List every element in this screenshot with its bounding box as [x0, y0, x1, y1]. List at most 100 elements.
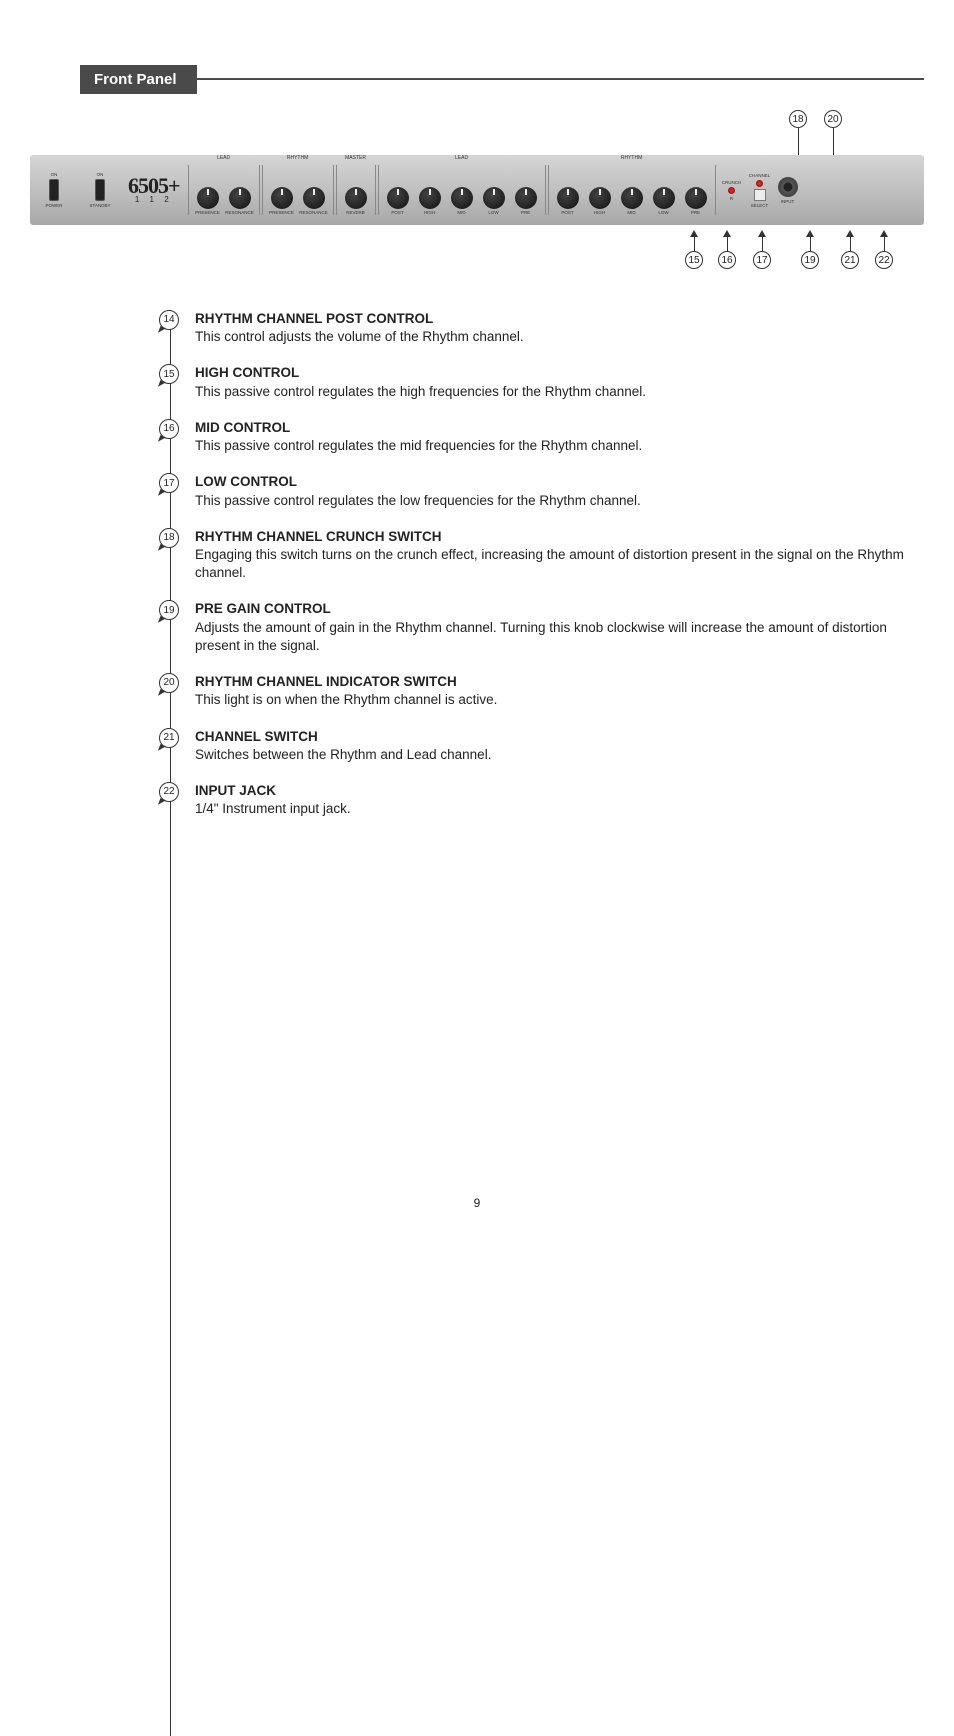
callout-number: 21 — [841, 251, 859, 269]
knob-control[interactable]: RESONANCE — [299, 187, 329, 215]
knob-label: POST — [391, 210, 403, 215]
knob[interactable] — [483, 187, 505, 209]
knob-control[interactable]: MID — [447, 187, 477, 215]
section-header: Front Panel — [80, 65, 924, 93]
knob-label: PRE — [691, 210, 700, 215]
toggle-switch[interactable] — [95, 179, 105, 201]
knob-control[interactable]: REVERB — [341, 187, 371, 215]
item-body: 1/4" Instrument input jack. — [195, 801, 351, 816]
item-body: This passive control regulates the low f… — [195, 493, 641, 508]
power-switch[interactable]: ON POWER — [40, 172, 68, 208]
switch-bottom-label: POWER — [45, 203, 62, 208]
knob-label: PRE — [521, 210, 530, 215]
item-number: 21 — [159, 728, 179, 748]
knob[interactable] — [419, 187, 441, 209]
knob-control[interactable]: PRE — [681, 187, 711, 215]
knob[interactable] — [451, 187, 473, 209]
group-label: RHYTHM — [621, 155, 642, 161]
leader-line — [694, 237, 695, 251]
knob[interactable] — [653, 187, 675, 209]
item-number: 20 — [159, 673, 179, 693]
knob-control[interactable]: RESONANCE — [225, 187, 255, 215]
item-body: This control adjusts the volume of the R… — [195, 329, 524, 344]
toggle-switch[interactable] — [49, 179, 59, 201]
callout-number: 22 — [875, 251, 893, 269]
knob[interactable] — [303, 187, 325, 209]
knob-label: RESONANCE — [299, 210, 328, 215]
header-rule — [197, 78, 924, 80]
model-logo: 6505+ 1 1 2 — [124, 176, 184, 205]
leader-line — [810, 237, 811, 251]
knob-label: REVERB — [346, 210, 365, 215]
callout-marker: 22 — [875, 230, 893, 269]
knob-label: MID — [627, 210, 635, 215]
knob-control[interactable]: LOW — [479, 187, 509, 215]
knob[interactable] — [621, 187, 643, 209]
switch-top-label: ON — [97, 172, 104, 177]
knob-control[interactable]: POST — [553, 187, 583, 215]
knob[interactable] — [387, 187, 409, 209]
callout-number: 19 — [801, 251, 819, 269]
item-title: CHANNEL SWITCH — [195, 729, 318, 744]
item-body: This passive control regulates the mid f… — [195, 438, 642, 453]
channel-select-button[interactable] — [754, 189, 766, 201]
input-section: INPUT — [776, 177, 800, 204]
front-panel-illustration: ON POWER ON STANDBY 6505+ 1 1 2 LEAD PRESENC… — [30, 155, 924, 225]
description-item: 16MID CONTROLThis passive control regula… — [171, 419, 914, 473]
knob-control[interactable]: PRESENCE — [193, 187, 223, 215]
arrow-up-icon — [758, 230, 766, 237]
item-title: MID CONTROL — [195, 420, 290, 435]
knob[interactable] — [685, 187, 707, 209]
callout-marker: 15 — [685, 230, 703, 269]
control-group: MASTERREVERB — [336, 165, 376, 215]
description-item: 17LOW CONTROLThis passive control regula… — [171, 473, 914, 527]
description-item: 19PRE GAIN CONTROLAdjusts the amount of … — [171, 600, 914, 673]
knob-control[interactable]: HIGH — [585, 187, 615, 215]
item-title: PRE GAIN CONTROL — [195, 601, 331, 616]
switch-bottom-label: STANDBY — [90, 203, 111, 208]
control-group: RHYTHMPRESENCERESONANCE — [262, 165, 334, 215]
knob[interactable] — [557, 187, 579, 209]
callout-marker: 16 — [718, 230, 736, 269]
knob-label: LOW — [658, 210, 668, 215]
description-item: 21CHANNEL SWITCHSwitches between the Rhy… — [171, 728, 914, 782]
knob-label: PRESENCE — [269, 210, 294, 215]
item-title: RHYTHM CHANNEL CRUNCH SWITCH — [195, 529, 442, 544]
logo-subtext: 1 1 2 — [135, 195, 173, 204]
knob[interactable] — [515, 187, 537, 209]
item-number: 19 — [159, 600, 179, 620]
description-item: 22INPUT JACK1/4" Instrument input jack. — [171, 782, 914, 836]
item-number: 15 — [159, 364, 179, 384]
item-title: INPUT JACK — [195, 783, 276, 798]
knob-label: RESONANCE — [225, 210, 254, 215]
power-switch[interactable]: ON STANDBY — [86, 172, 114, 208]
arrow-up-icon — [806, 230, 814, 237]
knob-control[interactable]: MID — [617, 187, 647, 215]
knob-control[interactable]: HIGH — [415, 187, 445, 215]
group-label: LEAD — [217, 155, 230, 161]
switch-top-label: ON — [51, 172, 58, 177]
knob-label: HIGH — [594, 210, 605, 215]
leader-line — [850, 237, 851, 251]
item-title: LOW CONTROL — [195, 474, 297, 489]
callout-number: 15 — [685, 251, 703, 269]
knob[interactable] — [345, 187, 367, 209]
arrow-up-icon — [880, 230, 888, 237]
input-jack[interactable] — [778, 177, 798, 197]
item-number: 16 — [159, 419, 179, 439]
item-number: 14 — [159, 310, 179, 330]
knob-control[interactable]: POST — [383, 187, 413, 215]
knob[interactable] — [197, 187, 219, 209]
item-number: 18 — [159, 528, 179, 548]
item-body: This passive control regulates the high … — [195, 384, 646, 399]
item-number: 22 — [159, 782, 179, 802]
knob[interactable] — [229, 187, 251, 209]
knob[interactable] — [271, 187, 293, 209]
knob-control[interactable]: PRESENCE — [267, 187, 297, 215]
callout-number: 18 — [789, 110, 807, 128]
knob-control[interactable]: PRE — [511, 187, 541, 215]
knob[interactable] — [589, 187, 611, 209]
arrow-up-icon — [723, 230, 731, 237]
knob-control[interactable]: LOW — [649, 187, 679, 215]
channel-section: CHANNEL SELECT — [748, 173, 772, 208]
